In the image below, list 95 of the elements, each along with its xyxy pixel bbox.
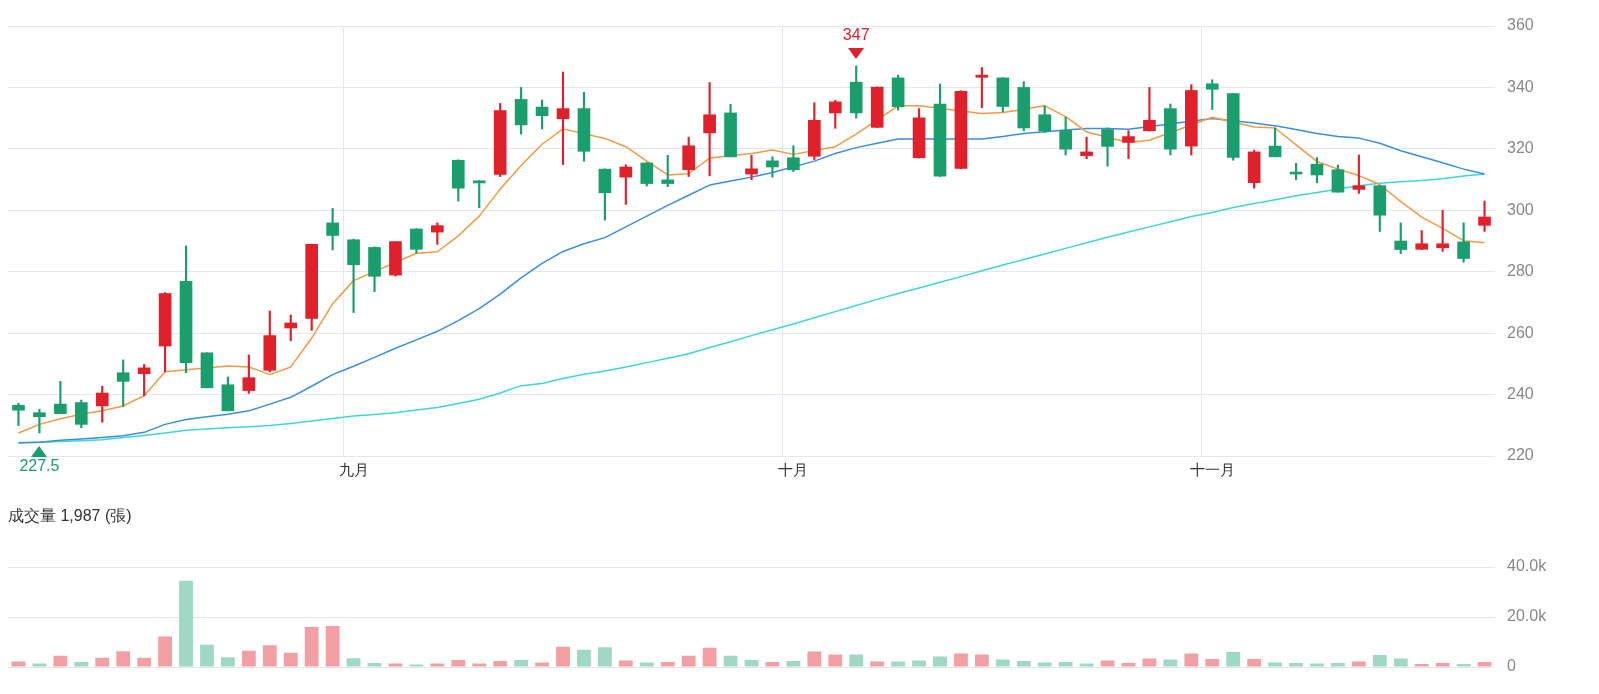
bar (535, 662, 549, 667)
bar (744, 660, 759, 667)
candlestick (12, 402, 25, 426)
bar (493, 661, 508, 667)
bar (1268, 662, 1282, 667)
bar (200, 644, 214, 667)
y-tick-label: 320 (1507, 139, 1534, 157)
x-tick-label: 十月 (778, 461, 809, 479)
bar (1205, 659, 1220, 667)
candlestick (1478, 200, 1491, 232)
bar (912, 660, 926, 667)
bar (388, 663, 403, 667)
bar (995, 659, 1010, 667)
bar (1310, 663, 1324, 667)
bar (702, 647, 717, 667)
bar (179, 580, 193, 667)
bar (262, 645, 277, 667)
bar (577, 649, 591, 667)
candlestick (766, 156, 779, 178)
bar (1121, 663, 1136, 667)
bar (765, 662, 780, 667)
bar (954, 653, 968, 667)
bar (451, 660, 466, 667)
y-tick-label: 340 (1507, 77, 1534, 95)
bar (221, 657, 235, 667)
bar (241, 650, 256, 667)
bar (1142, 658, 1157, 667)
bar (849, 654, 864, 667)
bar (1184, 653, 1199, 667)
bar (514, 660, 529, 667)
bar (1037, 662, 1052, 667)
y-tick-label: 360 (1507, 16, 1534, 34)
bar (639, 662, 654, 667)
bar (1247, 659, 1262, 667)
y-tick-label: 240 (1507, 384, 1534, 402)
bar (1226, 652, 1241, 667)
bar (1477, 662, 1492, 667)
candlestick (1143, 87, 1156, 132)
y-tick-label: 300 (1507, 200, 1534, 218)
bar (723, 655, 738, 667)
candlestick (745, 154, 758, 181)
y-tick-label: 220 (1507, 446, 1534, 464)
x-tick-label: 九月 (338, 461, 369, 479)
bar (74, 662, 89, 667)
bar (95, 657, 110, 667)
bar (807, 651, 822, 667)
bar (1393, 658, 1408, 667)
candlestick (347, 238, 360, 313)
bar (933, 656, 947, 667)
bar (1372, 655, 1387, 667)
bar (870, 661, 885, 667)
bar (556, 646, 570, 667)
bar (1079, 663, 1094, 667)
bar (681, 655, 696, 667)
bar (1456, 664, 1471, 667)
bar (11, 661, 26, 667)
y-tick-label: 260 (1507, 323, 1534, 341)
bar (1058, 662, 1073, 667)
bar (1289, 663, 1303, 667)
bar (346, 658, 361, 667)
y-tick-label: 280 (1507, 262, 1534, 280)
bar (1163, 659, 1178, 667)
bar (304, 627, 319, 667)
bar (137, 657, 152, 667)
bar (1414, 664, 1429, 667)
bar (472, 663, 487, 667)
bar (1100, 660, 1115, 667)
bar (158, 636, 172, 667)
y-tick-label: 0 (1507, 657, 1516, 675)
annotation: 227.5 (19, 457, 60, 475)
bar (974, 654, 989, 667)
bar (786, 661, 801, 667)
bar (660, 662, 675, 667)
bar (283, 652, 298, 667)
bar (430, 663, 445, 667)
bar (1331, 663, 1345, 667)
y-tick-label: 20.0k (1507, 607, 1548, 625)
bar (116, 651, 131, 667)
chart-title: 成交量 1,987 (張) (8, 506, 132, 526)
x-tick-label: 十一月 (1189, 461, 1235, 479)
annotation: 347 (842, 26, 870, 44)
bar (409, 664, 424, 667)
bar (1435, 663, 1450, 667)
y-tick-label: 40.0k (1507, 557, 1548, 575)
bar (325, 626, 340, 667)
bar (1351, 661, 1366, 667)
bar (618, 660, 633, 667)
candlestick (1122, 130, 1135, 160)
bar (32, 663, 47, 667)
bar (891, 661, 906, 667)
bar (367, 663, 382, 667)
bar (828, 654, 843, 667)
bar (53, 655, 68, 667)
bar (597, 647, 612, 667)
bar (1016, 661, 1031, 667)
